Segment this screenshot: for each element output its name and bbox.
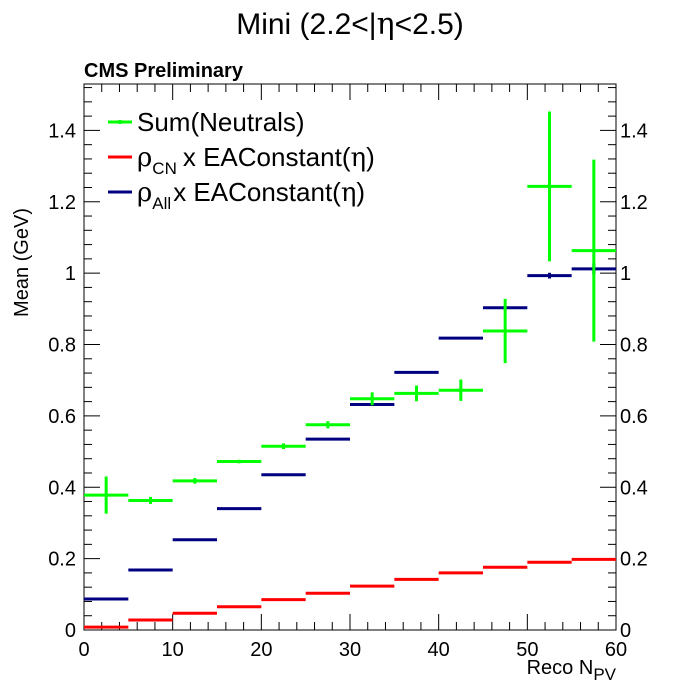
y-tick-label-left: 1.4 (48, 120, 76, 142)
x-axis-label: Reco NPV (527, 657, 617, 684)
y-tick-label-right: 0.4 (620, 477, 648, 499)
y-tick-label-right: 1.2 (620, 192, 648, 214)
y-tick-label-right: 1 (620, 263, 631, 285)
series-rho_cn (84, 557, 616, 629)
y-tick-label-left: 0 (65, 620, 76, 642)
legend-item-rho-all: ρAllx EAConstant(η) (108, 177, 365, 213)
x-tick-label: 20 (250, 639, 272, 661)
x-tick-label: 30 (339, 639, 361, 661)
cms-preliminary-label: CMS Preliminary (84, 60, 244, 82)
y-tick-label-left: 1.2 (48, 192, 76, 214)
legend-item-neutrals: Sum(Neutrals) (108, 107, 305, 137)
series-rho_all (84, 263, 616, 601)
axis-tick-labels: 0 10 20 30 40 50 600 00.2 0.20.4 0.40.6 0.60.8 0.81… (48, 120, 648, 661)
y-tick-label-left: 1 (65, 263, 76, 285)
data-marks (84, 111, 616, 629)
x-tick-label: 50 (516, 639, 538, 661)
y-axis-label: Mean (GeV) (11, 208, 33, 317)
legend-label-rho-all: ρAllx EAConstant(η) (137, 177, 365, 213)
y-tick-label-left: 0.2 (48, 549, 76, 571)
x-tick-label: 60 (605, 639, 627, 661)
y-tick-label-right: 1.4 (620, 120, 648, 142)
legend-item-rho-cn: ρCN x EAConstant(η) (108, 142, 375, 178)
x-tick-label: 10 (162, 639, 184, 661)
chart-title: Mini (2.2<|η<2.5) (236, 7, 464, 42)
series-neutrals (84, 111, 616, 514)
y-tick-label-left: 0.6 (48, 406, 76, 428)
legend-label-neutrals: Sum(Neutrals) (137, 107, 305, 137)
y-tick-label-left: 0.8 (48, 335, 76, 357)
x-tick-label: 0 (78, 639, 89, 661)
legend-label-rho-cn: ρCN x EAConstant(η) (137, 142, 375, 178)
y-tick-label-right: 0.6 (620, 406, 648, 428)
title-eta-symbol: η (377, 7, 395, 42)
y-tick-label-left: 0.4 (48, 477, 76, 499)
y-tick-label-right: 0.2 (620, 549, 648, 571)
y-tick-label-right: 0.8 (620, 335, 648, 357)
x-tick-label: 40 (428, 639, 450, 661)
legend: Sum(Neutrals) ρCN x EAConstant(η) ρAllx E… (108, 107, 375, 213)
y-tick-label-right: 0 (620, 620, 631, 642)
